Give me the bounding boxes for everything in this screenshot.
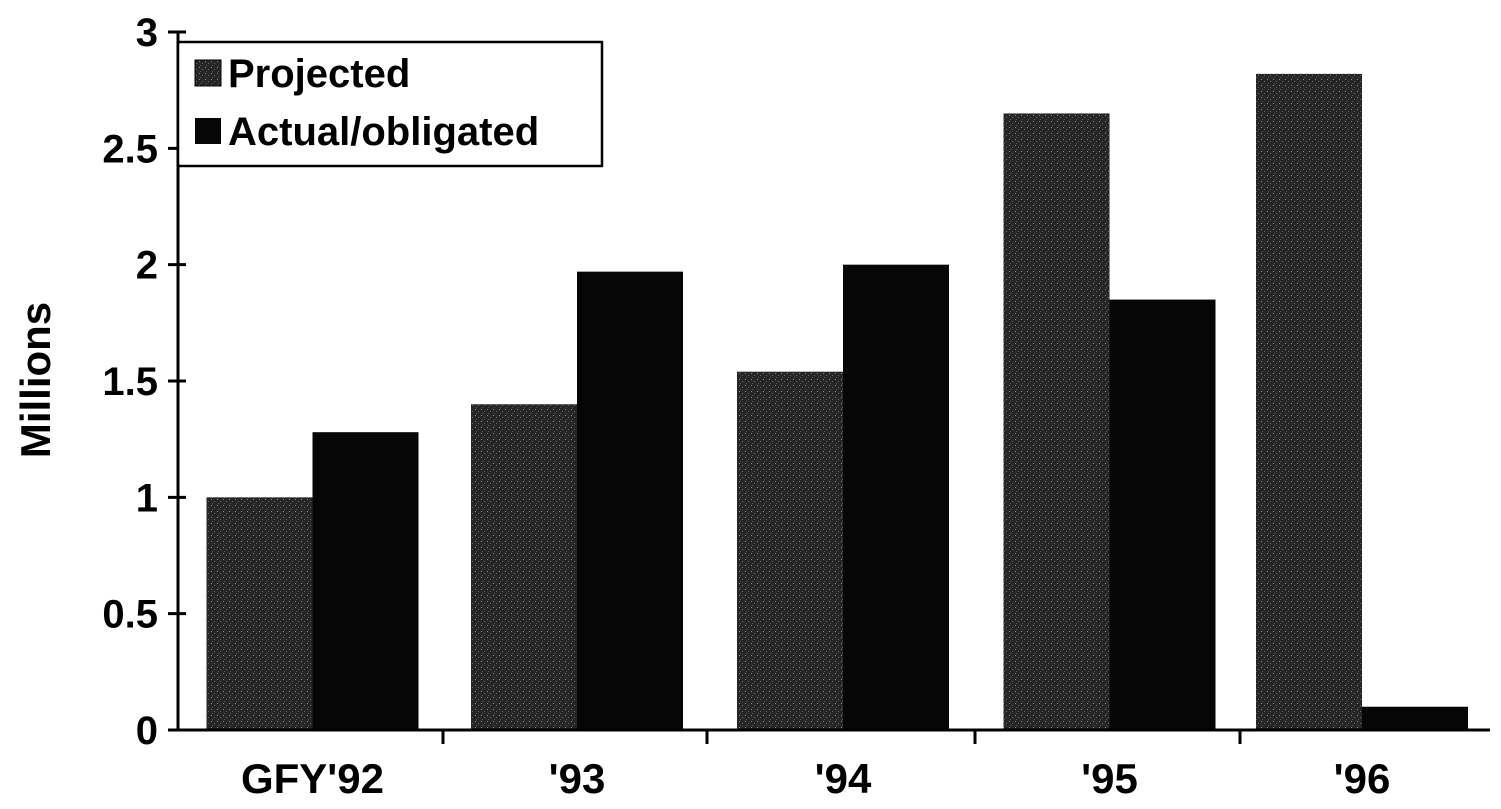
bar-actual-obligated-95	[1109, 299, 1216, 730]
bar-projected-93	[471, 404, 577, 730]
y-tick-label: 1	[136, 476, 158, 520]
x-tick-label-96: '96	[1334, 755, 1391, 802]
bar-actual-obligated-gfy-92	[312, 432, 419, 730]
bar-actual-obligated-93	[577, 271, 683, 730]
bar-projected-94	[737, 371, 843, 730]
legend-box	[176, 40, 604, 168]
x-tick-label-94: '94	[815, 755, 872, 802]
legend-label-projected: Projected	[228, 52, 410, 96]
bars-group	[206, 73, 1468, 730]
legend-swatch-actual-obligated	[195, 118, 221, 144]
bar-projected-96	[1256, 73, 1362, 730]
legend-label-actual-obligated: Actual/obligated	[228, 110, 539, 154]
y-tick-label: 0.5	[102, 593, 158, 637]
x-tick-label-95: '95	[1081, 755, 1138, 802]
bar-projected-gfy-92	[206, 497, 313, 730]
y-tick-label: 1.5	[102, 360, 158, 404]
bar-actual-obligated-96	[1362, 706, 1468, 730]
y-tick-label: 0	[136, 709, 158, 753]
bar-projected-95	[1003, 113, 1110, 730]
x-tick-label-gfy-92: GFY'92	[241, 755, 384, 802]
y-tick-label: 2.5	[102, 127, 158, 171]
x-tick-label-93: '93	[549, 755, 606, 802]
bar-actual-obligated-94	[843, 264, 949, 730]
y-axis-title: Millions	[12, 302, 59, 458]
y-ticks-group: 0 0.5 1 1.5 2 2.5 3	[102, 11, 186, 753]
x-ticks-group: GFY'92 '93 '94 '95 '96	[241, 730, 1390, 802]
y-tick-label: 3	[136, 11, 158, 55]
y-tick-label: 2	[136, 244, 158, 288]
legend: Projected Actual/obligated	[176, 40, 604, 168]
legend-swatch-projected	[194, 59, 222, 87]
